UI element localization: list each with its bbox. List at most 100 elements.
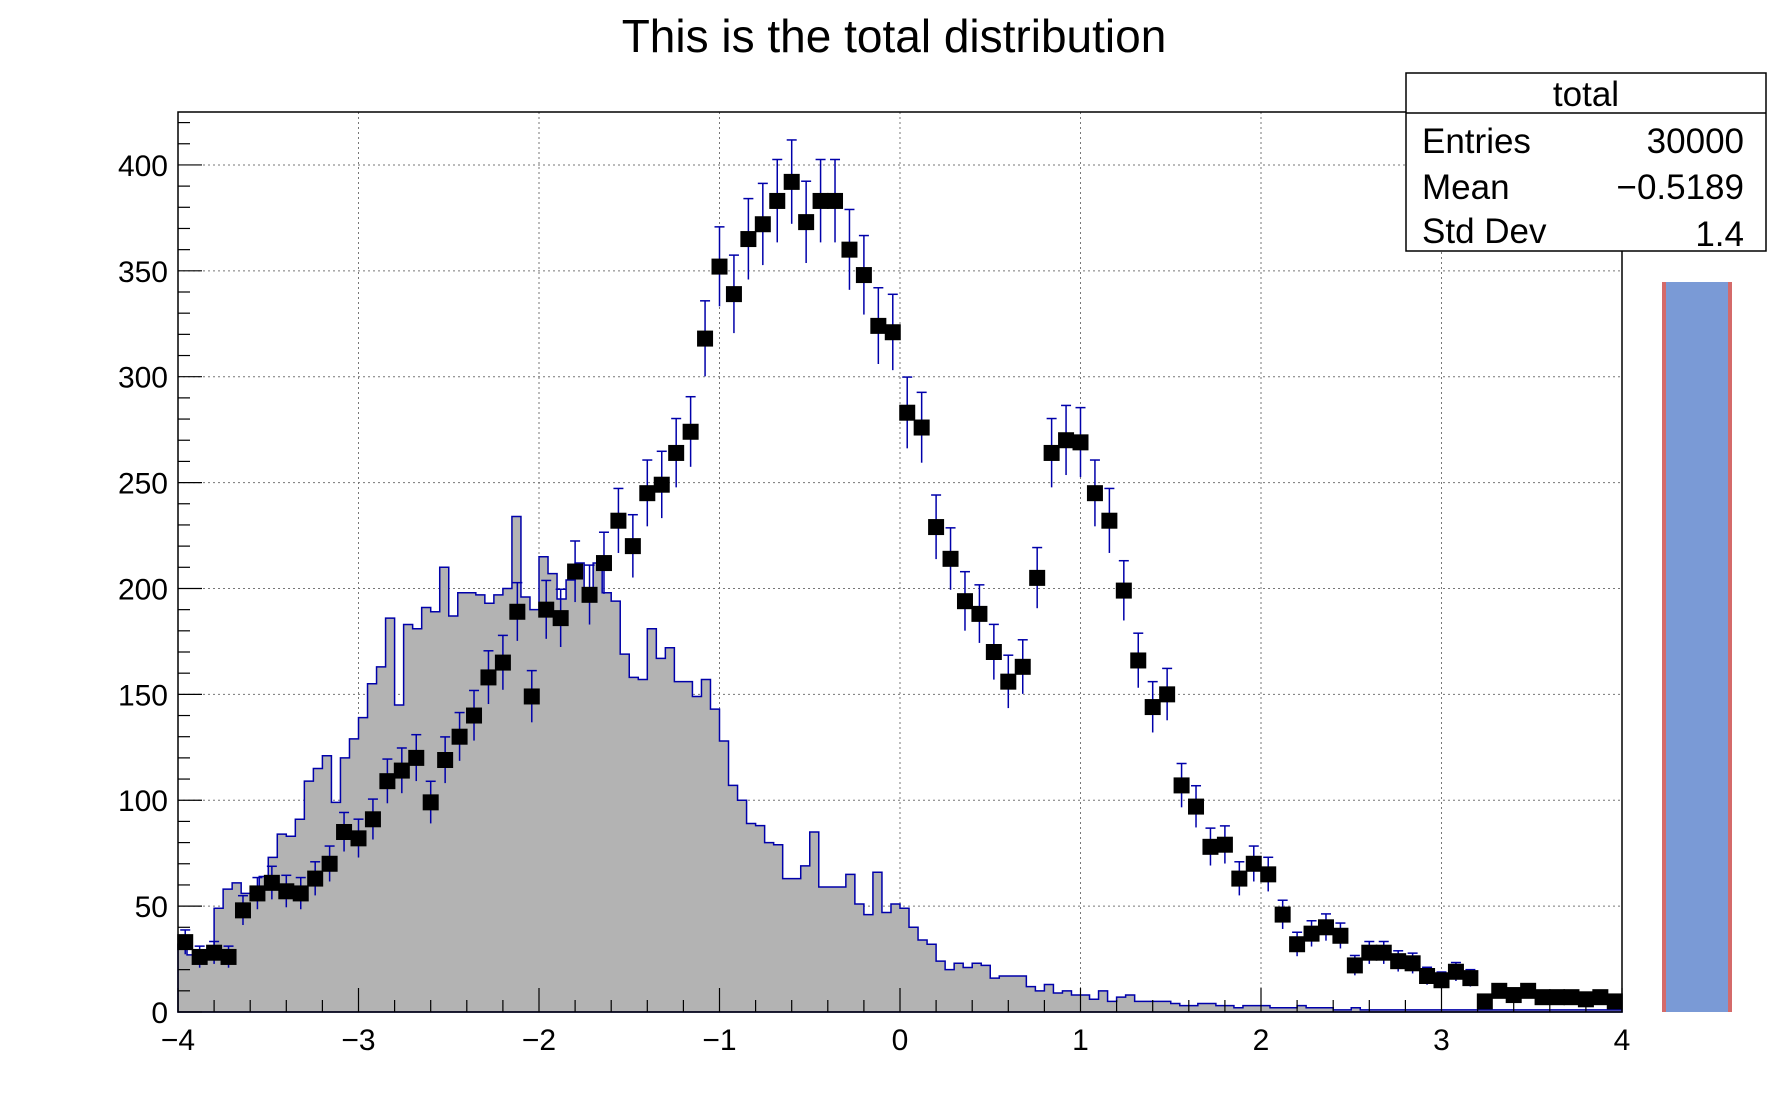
- data-marker: [697, 330, 714, 347]
- data-marker: [1520, 982, 1537, 999]
- x-tick-label: 4: [1614, 1024, 1631, 1057]
- data-marker: [393, 762, 410, 779]
- data-marker: [307, 870, 324, 887]
- data-marker: [336, 824, 353, 840]
- data-marker: [1130, 652, 1147, 669]
- y-tick-label: 0: [151, 997, 168, 1030]
- data-marker: [1115, 582, 1132, 599]
- data-marker: [1505, 987, 1522, 1004]
- data-marker: [1375, 944, 1392, 961]
- data-marker: [1433, 972, 1450, 989]
- marker-series: [177, 139, 1623, 1010]
- data-marker: [1419, 968, 1436, 984]
- data-marker: [408, 749, 425, 766]
- data-marker: [177, 934, 194, 951]
- data-marker: [437, 752, 454, 768]
- data-marker: [899, 404, 916, 421]
- data-marker: [422, 794, 439, 811]
- data-marker: [942, 550, 959, 567]
- data-marker: [1606, 993, 1623, 1010]
- data-marker: [1361, 944, 1378, 961]
- data-marker: [1072, 434, 1089, 451]
- data-marker: [1159, 686, 1176, 703]
- data-marker: [292, 885, 309, 902]
- side-bar-edge-right: [1728, 282, 1732, 1012]
- data-marker: [812, 192, 829, 209]
- data-marker: [928, 519, 945, 536]
- data-marker: [682, 423, 699, 440]
- histogram-area: [177, 515, 1623, 1013]
- data-marker: [1390, 953, 1407, 970]
- x-tick-label: 2: [1253, 1024, 1270, 1057]
- data-marker: [567, 563, 584, 580]
- data-marker: [278, 883, 295, 900]
- data-marker: [1000, 673, 1017, 690]
- y-tick-label: 250: [118, 468, 168, 501]
- data-marker: [220, 948, 237, 965]
- y-tick-label: 150: [118, 679, 168, 712]
- data-marker: [581, 586, 598, 603]
- y-tick-label: 300: [118, 362, 168, 395]
- data-marker: [364, 811, 381, 828]
- data-marker: [1274, 906, 1291, 923]
- x-tick-label: −1: [702, 1024, 736, 1057]
- data-marker: [855, 267, 872, 284]
- data-marker: [971, 605, 988, 622]
- x-tick-label: 3: [1433, 1024, 1450, 1057]
- data-marker: [249, 885, 266, 902]
- data-marker: [1216, 836, 1233, 853]
- data-marker: [1144, 699, 1161, 716]
- data-marker: [668, 444, 685, 461]
- data-marker: [1534, 989, 1551, 1006]
- data-marker: [480, 669, 497, 686]
- data-marker: [466, 707, 483, 724]
- data-marker: [451, 728, 468, 745]
- data-marker: [1332, 927, 1349, 944]
- y-tick-label: 400: [118, 150, 168, 183]
- data-marker: [884, 324, 901, 341]
- histogram-fill: [177, 515, 1623, 1013]
- stats-box-title: total: [1553, 75, 1619, 114]
- data-marker: [985, 644, 1002, 660]
- data-marker: [379, 773, 396, 790]
- stats-mean-label: Mean: [1422, 168, 1510, 207]
- data-marker: [1317, 919, 1334, 936]
- data-marker: [870, 317, 887, 334]
- data-marker: [711, 258, 728, 275]
- data-marker: [653, 476, 670, 493]
- data-marker: [827, 192, 844, 209]
- data-marker: [1303, 925, 1320, 942]
- data-marker: [798, 214, 815, 231]
- data-marker: [1101, 512, 1118, 529]
- x-tick-label: −2: [522, 1024, 556, 1057]
- data-marker: [1447, 963, 1464, 980]
- data-marker: [639, 485, 656, 502]
- data-marker: [1043, 444, 1060, 461]
- y-tick-label: 200: [118, 573, 168, 606]
- data-marker: [1346, 957, 1363, 974]
- side-bar-edge-left: [1662, 282, 1666, 1012]
- data-marker: [913, 419, 930, 436]
- data-marker: [234, 902, 251, 919]
- data-marker: [1476, 993, 1493, 1010]
- y-tick-label: 350: [118, 256, 168, 289]
- y-tick-label: 100: [118, 785, 168, 818]
- data-marker: [1462, 970, 1479, 987]
- data-marker: [1289, 936, 1306, 953]
- x-tick-label: −4: [161, 1024, 195, 1057]
- x-tick-label: 1: [1072, 1024, 1089, 1057]
- data-marker: [494, 654, 511, 671]
- y-tick-label: 50: [135, 891, 168, 924]
- data-marker: [1491, 982, 1508, 999]
- side-color-bar: [1662, 282, 1732, 1012]
- data-marker: [841, 241, 858, 258]
- data-marker: [1202, 838, 1219, 855]
- data-marker: [740, 231, 757, 248]
- stats-box: total Entries 30000 Mean −0.5189 Std Dev…: [1405, 72, 1767, 254]
- data-marker: [1231, 870, 1248, 887]
- data-marker: [1014, 658, 1031, 675]
- data-marker: [206, 944, 223, 961]
- data-marker: [595, 555, 612, 572]
- data-marker: [769, 192, 786, 209]
- data-marker: [1245, 855, 1262, 872]
